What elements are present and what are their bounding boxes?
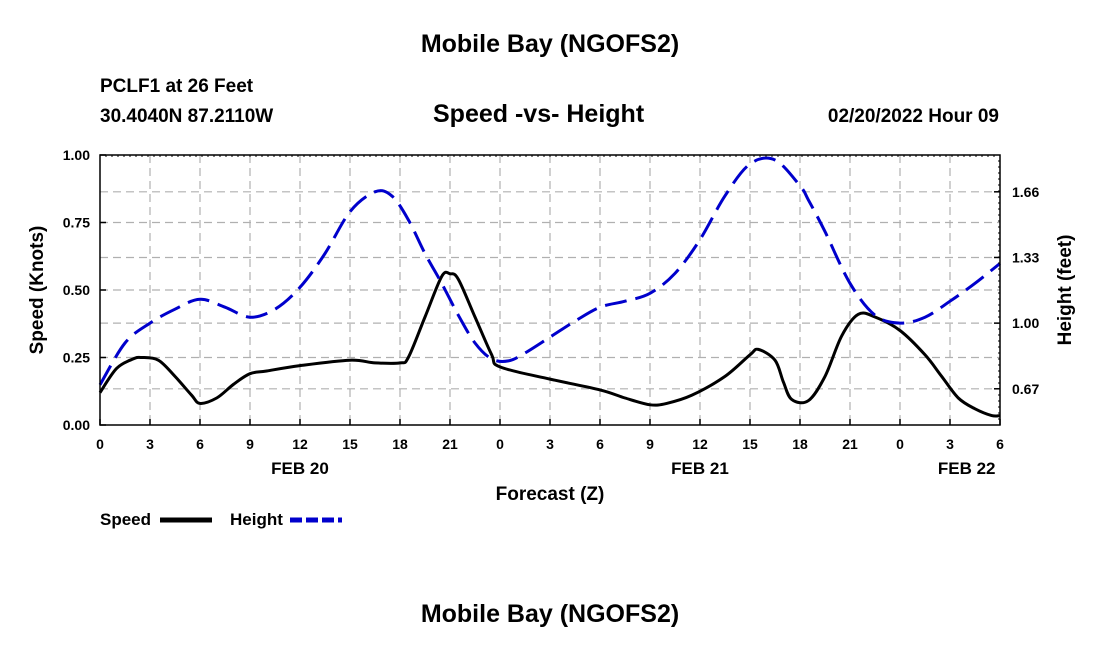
day-label: FEB 21 xyxy=(671,459,729,478)
x-tick-label: 3 xyxy=(546,436,554,452)
chart-subtitle: Speed -vs- Height xyxy=(433,100,645,128)
station-label: PCLF1 at 26 Feet xyxy=(100,76,254,97)
x-tick-label: 15 xyxy=(742,436,758,452)
y-tick-label: 0.00 xyxy=(63,417,90,433)
chart-main-title: Mobile Bay (NGOFS2) xyxy=(420,30,680,58)
x-tick-label: 9 xyxy=(246,436,254,452)
x-tick-label: 21 xyxy=(442,436,458,452)
x-tick-label: 6 xyxy=(196,436,204,452)
day-label: FEB 20 xyxy=(271,459,329,478)
y2-tick-label: 0.67 xyxy=(1012,381,1039,397)
y2-axis-title: Height (feet) xyxy=(1055,235,1076,346)
x-tick-label: 3 xyxy=(946,436,954,452)
height-series-line xyxy=(98,156,1001,386)
x-tick-label: 15 xyxy=(342,436,358,452)
x-tick-label: 3 xyxy=(146,436,154,452)
y-axis-title: Speed (Knots) xyxy=(27,226,48,355)
x-tick-label: 6 xyxy=(996,436,1004,452)
legend-speed-label: Speed xyxy=(100,510,151,529)
legend-height-label: Height xyxy=(230,510,283,529)
x-tick-label: 9 xyxy=(646,436,654,452)
x-tick-label: 12 xyxy=(292,436,308,452)
frame-minor-ticks xyxy=(99,154,1001,426)
x-tick-label: 6 xyxy=(596,436,604,452)
speed-series-line xyxy=(98,270,1001,418)
axis-labels: 0 3 6 9 12 15 18 21 0 3 6 9 12 15 18 21 0 3 6 0.00 0.25 0.50 0… xyxy=(63,147,1040,478)
x-tick-label: 18 xyxy=(792,436,808,452)
series xyxy=(98,156,1001,418)
station-coordinates: 30.4040N 87.2110W xyxy=(100,106,274,127)
grid xyxy=(100,155,1000,425)
x-tick-label: 12 xyxy=(692,436,708,452)
x-tick-label: 0 xyxy=(896,436,904,452)
x-tick-label: 0 xyxy=(496,436,504,452)
footer-title: Mobile Bay (NGOFS2) xyxy=(420,600,680,628)
x-tick-label: 0 xyxy=(96,436,104,452)
x-tick-label: 18 xyxy=(392,436,408,452)
y2-tick-label: 1.66 xyxy=(1012,184,1039,200)
axis-ticks xyxy=(99,154,1001,426)
forecast-datetime: 02/20/2022 Hour 09 xyxy=(827,106,999,127)
y2-tick-label: 1.33 xyxy=(1012,249,1039,265)
y-tick-label: 1.00 xyxy=(63,147,90,163)
y-tick-label: 0.50 xyxy=(63,282,90,298)
y-tick-label: 0.75 xyxy=(63,215,90,231)
y2-tick-label: 1.00 xyxy=(1012,315,1039,331)
x-tick-label: 21 xyxy=(842,436,858,452)
x-axis-title: Forecast (Z) xyxy=(496,484,605,505)
y-tick-label: 0.25 xyxy=(63,350,90,366)
day-label: FEB 22 xyxy=(938,459,996,478)
